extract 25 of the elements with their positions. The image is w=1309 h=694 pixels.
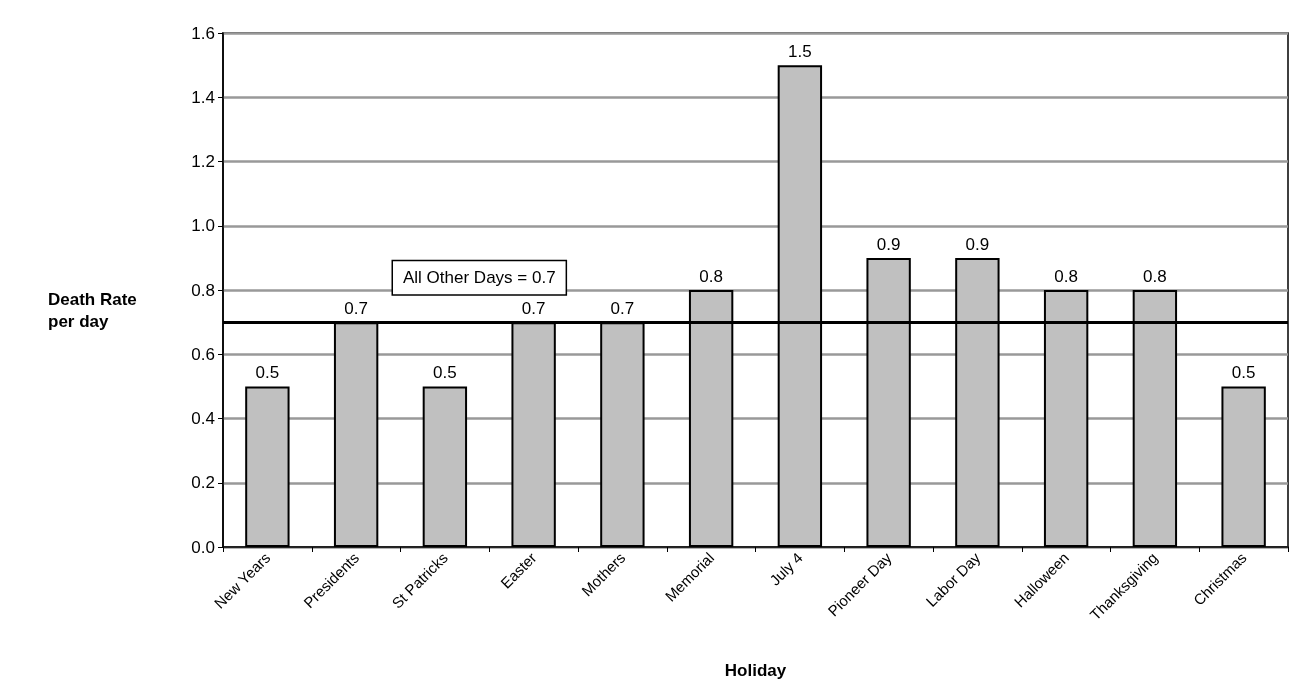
y-axis-title: Death Rate per day <box>48 289 142 331</box>
data-label: 0.7 <box>610 299 635 319</box>
y-tick-label: 0.2 <box>191 473 215 493</box>
data-label: 0.9 <box>965 234 990 254</box>
y-tick-label: 1.6 <box>191 23 215 43</box>
x-axis-title: Holiday <box>724 661 787 680</box>
data-label: 0.5 <box>255 363 280 383</box>
data-label: 0.5 <box>1231 363 1256 383</box>
data-label: 0.9 <box>876 234 901 254</box>
data-label: 0.8 <box>1054 267 1078 286</box>
data-label: 0.7 <box>344 299 368 319</box>
y-tick-label: 0.4 <box>191 409 215 428</box>
ref-line-label: All Other Days = 0.7 <box>403 268 556 288</box>
y-tick-label: 0.0 <box>191 537 215 557</box>
data-label: 0.8 <box>699 267 723 286</box>
data-label: 1.5 <box>788 42 812 62</box>
data-label: 0.7 <box>521 299 546 319</box>
y-tick-label: 0.8 <box>191 280 215 300</box>
y-tick-label: 1.4 <box>191 87 215 107</box>
data-label: 0.8 <box>1143 267 1167 286</box>
x-tick-label: July 4 <box>766 548 806 589</box>
y-tick-label: 1.0 <box>191 216 215 236</box>
data-label: 0.5 <box>433 363 457 383</box>
y-tick-label: 0.6 <box>191 344 215 364</box>
y-tick-label: 1.2 <box>191 152 215 171</box>
